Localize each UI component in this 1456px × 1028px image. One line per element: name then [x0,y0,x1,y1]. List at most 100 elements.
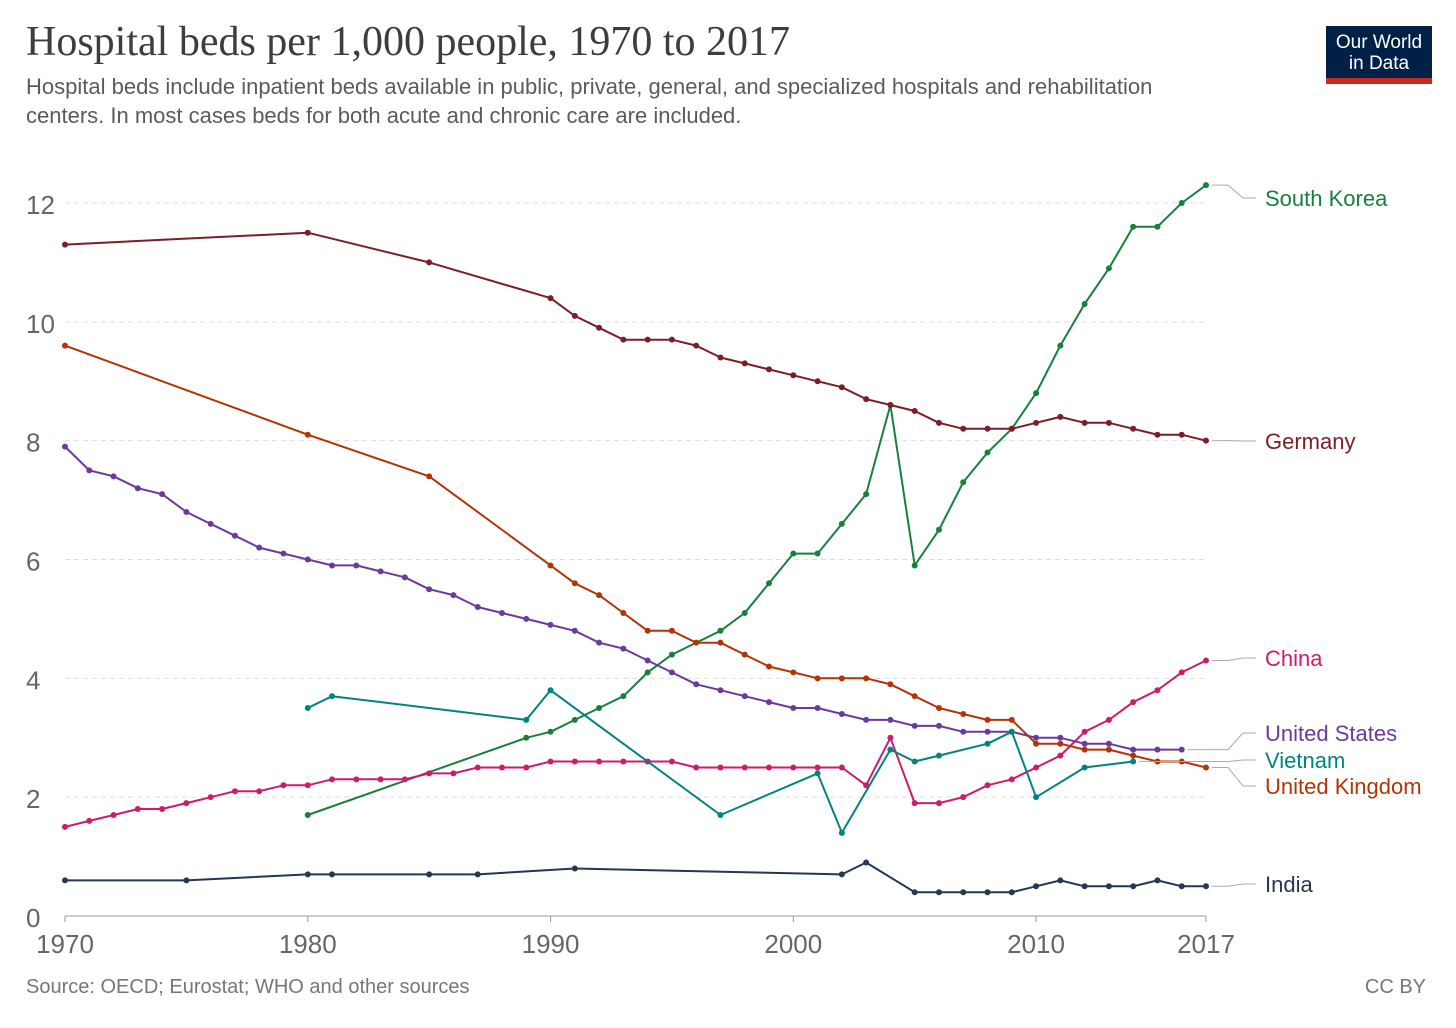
data-point[interactable] [935,722,942,729]
data-point[interactable] [838,520,845,527]
data-point[interactable] [1130,223,1137,230]
data-point[interactable] [1203,883,1209,890]
data-point[interactable] [280,782,287,789]
data-point[interactable] [1033,390,1040,397]
data-point[interactable] [717,354,724,361]
data-point[interactable] [1130,746,1137,753]
data-point[interactable] [911,889,918,896]
data-point[interactable] [935,419,942,426]
data-point[interactable] [911,722,918,729]
data-point[interactable] [644,669,651,676]
data-point[interactable] [1033,740,1040,747]
data-point[interactable] [887,746,894,753]
data-point[interactable] [1057,342,1064,349]
data-point[interactable] [523,716,530,723]
data-point[interactable] [984,716,991,723]
data-point[interactable] [984,782,991,789]
data-point[interactable] [935,752,942,759]
data-point[interactable] [1130,758,1137,765]
data-point[interactable] [984,889,991,896]
data-point[interactable] [984,740,991,747]
data-point[interactable] [1178,200,1185,206]
data-point[interactable] [329,562,336,569]
license-link[interactable]: CC BY [1364,976,1426,998]
data-point[interactable] [1130,883,1137,890]
data-point[interactable] [766,366,773,373]
series-label[interactable]: China [1265,646,1323,671]
data-point[interactable] [207,794,214,801]
data-point[interactable] [426,871,433,878]
data-point[interactable] [887,734,894,741]
data-point[interactable] [1178,883,1185,890]
data-point[interactable] [1105,419,1112,426]
series-line[interactable] [64,231,1207,442]
data-point[interactable] [304,556,311,563]
data-point[interactable] [62,877,68,884]
data-point[interactable] [183,877,190,884]
data-point[interactable] [984,728,991,735]
data-point[interactable] [790,372,797,379]
data-point[interactable] [1033,764,1040,771]
data-point[interactable] [426,473,433,480]
data-point[interactable] [1008,776,1015,783]
data-point[interactable] [1178,431,1185,438]
data-point[interactable] [1033,734,1040,741]
data-point[interactable] [814,770,821,777]
data-point[interactable] [571,580,578,587]
data-point[interactable] [766,699,773,706]
data-point[interactable] [62,443,68,450]
data-point[interactable] [1057,740,1064,747]
data-point[interactable] [547,295,554,302]
data-point[interactable] [1081,728,1088,735]
series-germany[interactable] [62,229,1209,444]
data-point[interactable] [1105,883,1112,890]
data-point[interactable] [1154,687,1161,694]
data-point[interactable] [377,776,384,783]
data-point[interactable] [1105,716,1112,723]
data-point[interactable] [1033,419,1040,426]
data-point[interactable] [620,336,627,343]
data-point[interactable] [329,871,336,878]
series-line[interactable] [307,689,1134,834]
data-point[interactable] [741,693,748,700]
data-point[interactable] [911,693,918,700]
data-point[interactable] [498,764,505,771]
series-label[interactable]: United States [1265,721,1397,746]
data-point[interactable] [887,681,894,688]
data-point[interactable] [1081,883,1088,890]
data-point[interactable] [863,675,870,682]
data-point[interactable] [256,544,263,551]
data-point[interactable] [1130,699,1137,706]
data-point[interactable] [863,859,870,866]
data-point[interactable] [377,568,384,575]
data-point[interactable] [1154,431,1161,438]
data-point[interactable] [766,580,773,587]
series-india[interactable] [62,859,1209,896]
data-point[interactable] [863,491,870,498]
data-point[interactable] [474,764,481,771]
data-point[interactable] [838,764,845,771]
data-point[interactable] [1203,182,1209,189]
data-point[interactable] [571,758,578,765]
data-point[interactable] [1203,437,1209,444]
data-point[interactable] [1105,265,1112,272]
data-point[interactable] [935,889,942,896]
data-point[interactable] [1081,419,1088,426]
data-point[interactable] [1081,746,1088,753]
data-point[interactable] [1081,301,1088,308]
data-point[interactable] [838,829,845,836]
data-point[interactable] [887,402,894,409]
data-point[interactable] [547,621,554,628]
data-point[interactable] [911,758,918,765]
data-point[interactable] [1033,883,1040,890]
data-point[interactable] [790,764,797,771]
data-point[interactable] [329,776,336,783]
data-point[interactable] [207,520,214,527]
data-point[interactable] [304,229,311,236]
series-label[interactable]: India [1265,872,1313,897]
data-point[interactable] [960,710,967,717]
data-point[interactable] [863,396,870,403]
data-point[interactable] [668,758,675,765]
data-point[interactable] [231,532,238,539]
data-point[interactable] [134,485,141,492]
